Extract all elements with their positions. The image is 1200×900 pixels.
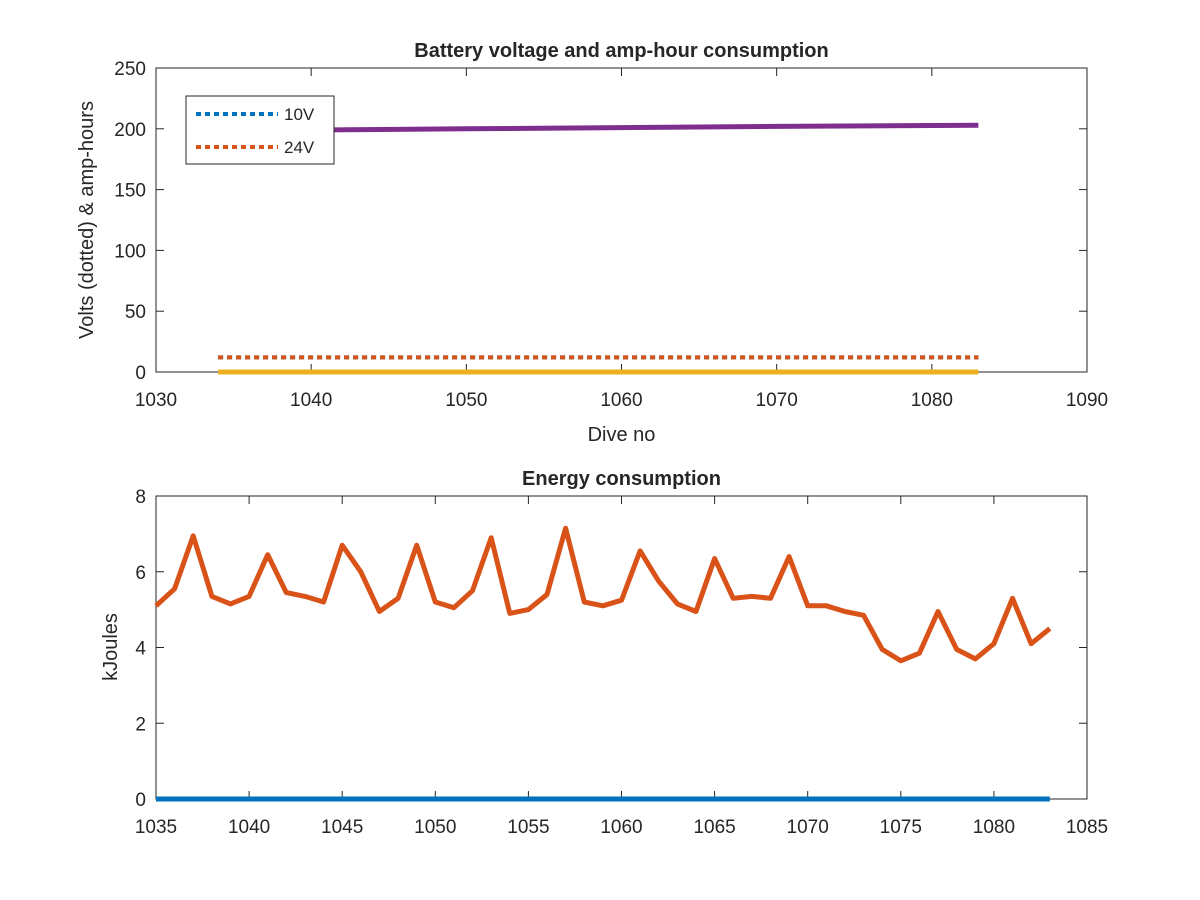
x-tick-label: 1045	[321, 817, 363, 838]
legend-label-24v: 24V	[284, 138, 315, 157]
x-tick-label: 1035	[135, 817, 177, 838]
y-tick-label: 0	[135, 363, 146, 384]
y-tick-label: 4	[135, 639, 146, 660]
legend-label-10v: 10V	[284, 105, 315, 124]
x-tick-label: 1040	[228, 817, 270, 838]
y-tick-label: 150	[114, 181, 146, 202]
x-axis-label: Dive no	[588, 424, 656, 446]
x-tick-label: 1060	[600, 390, 642, 411]
x-tick-label: 1085	[1066, 817, 1108, 838]
y-tick-label: 50	[125, 302, 146, 323]
axes-box	[155, 495, 1088, 800]
y-tick-label: 2	[135, 714, 146, 735]
chart-title: Energy consumption	[522, 468, 721, 490]
y-tick-label: 0	[135, 790, 146, 811]
x-tick-label: 1060	[600, 817, 642, 838]
x-tick-label: 1055	[507, 817, 549, 838]
y-tick-label: 6	[135, 563, 146, 584]
x-tick-label: 1050	[445, 390, 487, 411]
y-axis-label: Volts (dotted) & amp-hours	[76, 101, 98, 339]
y-tick-label: 100	[114, 241, 146, 262]
x-tick-label: 1090	[1066, 390, 1108, 411]
x-tick-label: 1065	[693, 817, 735, 838]
x-tick-label: 1075	[880, 817, 922, 838]
x-tick-label: 1080	[911, 390, 953, 411]
x-tick-label: 1070	[756, 390, 798, 411]
y-tick-label: 200	[114, 120, 146, 141]
y-axis-label: kJoules	[100, 613, 122, 681]
chart-title: Battery voltage and amp-hour consumption	[414, 40, 828, 62]
battery-voltage-plot: 1030 1040 1050 1060 1070 1080 1090 0 50 100 150 200…	[76, 40, 1108, 446]
x-tick-label: 1070	[787, 817, 829, 838]
y-tick-label: 250	[114, 59, 146, 80]
series-line-1	[154, 525, 1052, 664]
x-tick-label: 1040	[290, 390, 332, 411]
legend-box	[185, 95, 335, 165]
x-tick-label: 1050	[414, 817, 456, 838]
energy-consumption-plot: 1035 1040 1045 1050 1055 1060 1065 1070 1075 1080…	[100, 468, 1108, 838]
x-tick-label: 1080	[973, 817, 1015, 838]
y-tick-label: 8	[135, 487, 146, 508]
x-tick-label: 1030	[135, 390, 177, 411]
